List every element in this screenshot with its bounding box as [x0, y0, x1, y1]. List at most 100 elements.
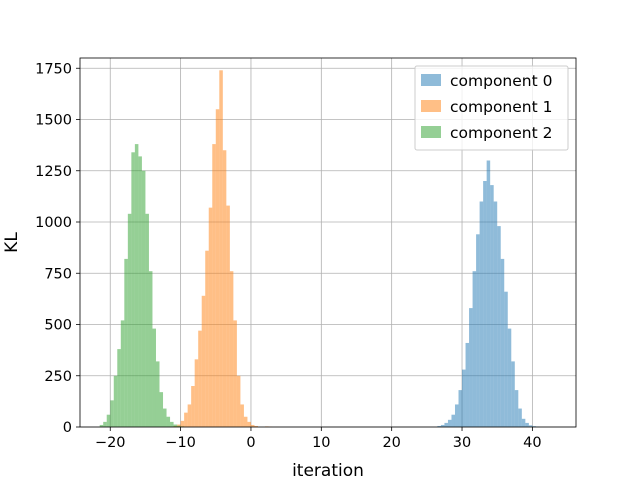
histogram-bar — [99, 424, 104, 427]
histogram-bar — [166, 416, 171, 427]
y-tick-label: 1750 — [35, 61, 72, 77]
plot-frame — [79, 57, 577, 428]
y-axis-label: KL — [2, 232, 22, 253]
legend: component 0 component 1 component 2 — [414, 65, 569, 151]
y-tick-label: 1500 — [35, 113, 72, 129]
histogram-bar — [465, 342, 470, 427]
histogram-bar — [254, 425, 258, 427]
histogram-bar — [250, 424, 255, 427]
x-tick-label: −20 — [95, 435, 126, 451]
histogram-bar — [145, 213, 149, 427]
histogram-bar — [476, 234, 480, 427]
y-tick-label: 1250 — [35, 164, 72, 180]
histogram-bar — [124, 258, 128, 427]
histogram-bar — [170, 421, 174, 427]
histogram-bar — [117, 349, 121, 427]
legend-swatch — [421, 126, 441, 138]
legend-label: component 1 — [450, 98, 552, 116]
histogram-bar — [518, 408, 522, 427]
histogram-bar — [444, 422, 448, 427]
histogram-bar — [155, 361, 160, 427]
histogram-bar — [215, 109, 220, 427]
histogram-bar — [194, 359, 199, 427]
y-tick-label: 750 — [44, 266, 72, 282]
histogram-bars — [99, 70, 540, 428]
legend-swatch — [421, 74, 441, 86]
x-tick-label: −10 — [165, 435, 196, 451]
histogram-bar — [500, 258, 505, 427]
histogram-bar — [504, 291, 508, 427]
y-tick-label: 500 — [44, 318, 72, 334]
histogram-bar — [469, 308, 473, 427]
histogram-bar — [511, 361, 515, 427]
histogram-bar — [205, 250, 209, 427]
histogram-bar — [152, 328, 156, 427]
histogram-bar — [243, 416, 248, 427]
axes: −20 −10 0 10 20 30 40 0 250 500 750 1000 1250 1500 175… — [35, 57, 577, 451]
histogram-bar — [454, 404, 459, 427]
histogram-bar — [120, 320, 125, 427]
histogram-bar — [528, 425, 533, 427]
histogram-bar — [233, 320, 237, 427]
histogram-bar — [458, 390, 463, 427]
histogram-bar — [525, 422, 529, 427]
x-tick-label: 30 — [453, 435, 471, 451]
histogram-bar — [440, 424, 445, 427]
y-tick-label: 1000 — [35, 215, 72, 231]
histogram-bar — [187, 404, 192, 427]
histogram-bar — [521, 418, 526, 427]
histogram-bar — [113, 375, 118, 427]
series-0-bars — [437, 160, 540, 427]
histogram-bar — [437, 425, 441, 427]
histogram-bar — [472, 271, 477, 427]
histogram-bar — [219, 70, 223, 428]
histogram-bar — [497, 226, 501, 427]
y-tick-label: 0 — [63, 420, 72, 436]
legend-swatch — [421, 100, 441, 112]
x-tick-label: 0 — [246, 435, 255, 451]
histogram-bar — [479, 201, 484, 427]
histogram-bar — [177, 425, 181, 427]
histogram-bar — [532, 426, 536, 427]
histogram-bar — [247, 421, 251, 427]
histogram-bar — [486, 160, 491, 427]
histogram-bar — [191, 386, 195, 427]
histogram-bar — [106, 414, 111, 427]
x-tick-label: 10 — [312, 435, 330, 451]
histogram-bar — [229, 271, 234, 427]
histogram-bar — [131, 152, 135, 428]
histogram-bar — [226, 205, 230, 427]
histogram-bar — [236, 375, 241, 427]
histogram-bar — [184, 412, 188, 427]
histogram-bar — [148, 271, 153, 427]
series-1-bars — [173, 70, 280, 428]
x-axis-label: iteration — [292, 461, 364, 480]
histogram-bar — [507, 328, 512, 427]
x-tick-label: 40 — [523, 435, 541, 451]
histogram-bar — [103, 421, 107, 427]
histogram-bar — [159, 392, 164, 427]
legend-label: component 2 — [450, 124, 552, 142]
histogram-bar — [127, 213, 132, 427]
histogram-bar — [173, 424, 178, 427]
histogram-bar — [138, 156, 142, 427]
histogram-bar — [141, 170, 146, 427]
histogram-bar — [180, 420, 185, 427]
histogram-bar — [198, 330, 202, 427]
histogram-bar — [240, 404, 244, 427]
x-tick-label: 20 — [382, 435, 400, 451]
histogram-bar — [110, 400, 114, 427]
histogram-bar — [222, 150, 227, 427]
legend-box — [414, 65, 569, 151]
histogram-bar — [447, 419, 452, 427]
histogram-bar — [134, 144, 139, 427]
histogram-bar — [514, 390, 519, 427]
histogram-bar — [490, 185, 494, 427]
y-tick-label: 250 — [44, 369, 72, 385]
series-2-bars — [99, 144, 185, 428]
histogram-bar — [163, 408, 167, 427]
histogram-bar — [212, 144, 216, 427]
histogram-bar — [208, 207, 213, 427]
histogram-bar — [451, 414, 455, 427]
